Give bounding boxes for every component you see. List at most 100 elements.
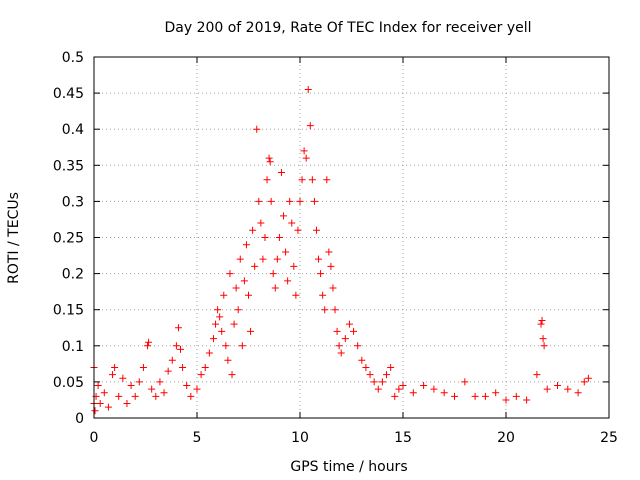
data-point	[91, 407, 99, 415]
data-point	[156, 378, 164, 386]
data-point	[378, 378, 386, 386]
data-point	[391, 392, 399, 400]
data-point	[580, 378, 588, 386]
data-point	[543, 385, 551, 393]
data-point	[123, 400, 131, 408]
data-point	[259, 255, 267, 263]
x-axis-title: GPS time / hours	[290, 459, 407, 475]
data-point	[317, 270, 325, 278]
data-point	[201, 363, 209, 371]
data-point	[539, 335, 547, 343]
data-point	[277, 169, 285, 177]
data-point	[242, 241, 250, 249]
data-point	[269, 270, 277, 278]
data-point	[290, 262, 298, 270]
data-point	[96, 400, 104, 408]
data-point	[533, 371, 541, 379]
data-point	[492, 389, 500, 397]
data-point	[362, 363, 370, 371]
data-point	[345, 320, 353, 328]
y-tick-label: 0.3	[62, 194, 84, 210]
data-point	[512, 392, 520, 400]
y-tick-label: 0.4	[62, 122, 84, 138]
data-point	[286, 197, 294, 205]
data-point	[266, 158, 274, 166]
data-point	[275, 234, 283, 241]
data-point	[100, 389, 108, 397]
data-point	[255, 197, 263, 205]
data-point	[234, 306, 242, 314]
data-point	[222, 342, 230, 350]
data-point	[177, 345, 185, 353]
data-point	[226, 270, 234, 278]
data-point	[383, 371, 391, 379]
data-point	[220, 291, 228, 299]
chart-title: Day 200 of 2019, Rate Of TEC Index for r…	[164, 20, 531, 36]
data-point	[399, 382, 407, 390]
data-point	[168, 356, 176, 364]
x-tick-label: 15	[394, 430, 412, 446]
data-point	[263, 176, 271, 184]
data-point	[253, 125, 261, 133]
data-point	[537, 320, 545, 328]
x-tick-label: 10	[291, 430, 309, 446]
axis-ticks	[93, 56, 610, 419]
x-tick-label: 25	[600, 430, 618, 446]
data-point	[109, 371, 117, 379]
data-point	[119, 374, 127, 382]
y-tick-label: 0.45	[53, 86, 84, 102]
data-point	[584, 374, 592, 382]
y-tick-label: 0	[75, 411, 84, 427]
data-point	[267, 197, 275, 205]
data-point	[333, 327, 341, 335]
data-point	[409, 389, 417, 397]
data-point	[179, 363, 187, 371]
y-axis-tick-labels: 0 0.05 0.1 0.15 0.2 0.25 0.3 0.35 0.4 0.45 0.5	[53, 50, 84, 427]
data-point	[306, 122, 314, 130]
data-point	[471, 392, 479, 400]
data-point	[440, 389, 448, 397]
y-tick-label: 0.05	[53, 375, 84, 391]
y-tick-label: 0.35	[53, 158, 84, 174]
data-point	[261, 234, 269, 241]
data-point	[145, 338, 153, 346]
data-point	[271, 284, 279, 292]
data-point	[257, 219, 265, 227]
data-point	[461, 378, 469, 386]
x-tick-label: 5	[193, 430, 202, 446]
data-point	[304, 85, 312, 93]
x-tick-label: 0	[90, 430, 99, 446]
y-tick-label: 0.5	[62, 50, 84, 66]
data-point	[387, 363, 395, 371]
data-point	[160, 389, 168, 397]
data-point	[540, 342, 548, 350]
data-point	[214, 306, 222, 314]
data-point	[374, 385, 382, 393]
x-axis-tick-labels: 0 5 10 15 20 25	[90, 430, 618, 446]
data-point	[481, 392, 489, 400]
data-point	[354, 342, 362, 350]
data-point	[451, 392, 458, 400]
data-point	[300, 147, 308, 155]
data-point	[265, 154, 273, 162]
data-points	[90, 85, 592, 415]
data-point	[327, 262, 335, 270]
data-point	[294, 226, 302, 234]
data-point	[152, 392, 160, 400]
data-point	[94, 382, 102, 390]
data-point	[395, 385, 403, 393]
data-point	[523, 396, 531, 404]
data-point	[430, 385, 438, 393]
data-point	[288, 219, 296, 227]
data-point	[193, 385, 201, 393]
data-point	[296, 197, 304, 205]
data-point	[148, 385, 156, 393]
x-tick-label: 20	[497, 430, 515, 446]
data-point	[224, 356, 232, 364]
data-point	[420, 382, 428, 390]
data-point	[325, 248, 333, 256]
data-point	[329, 284, 337, 292]
data-point	[135, 378, 143, 386]
data-point	[187, 392, 195, 400]
data-point	[554, 382, 561, 390]
